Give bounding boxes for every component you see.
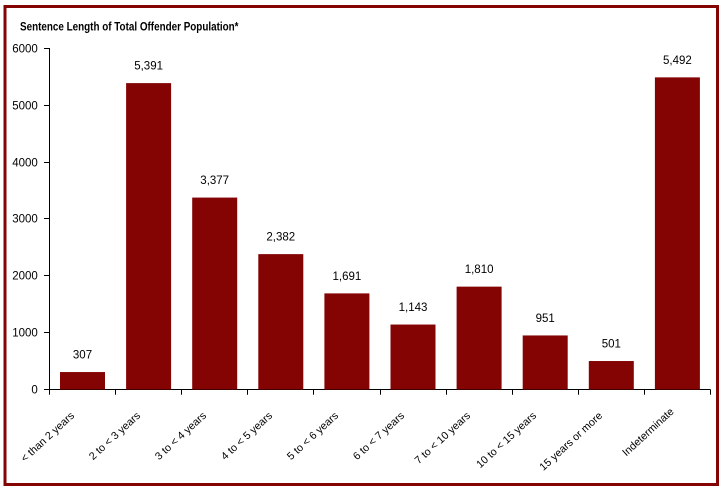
svg-text:1,143: 1,143 <box>399 302 428 314</box>
svg-text:3000: 3000 <box>12 214 38 226</box>
svg-text:951: 951 <box>536 313 555 325</box>
svg-text:501: 501 <box>602 339 621 351</box>
svg-text:Sentence Length of Total Offen: Sentence Length of Total Offender Popula… <box>20 20 239 33</box>
svg-text:1,810: 1,810 <box>465 264 494 276</box>
svg-text:307: 307 <box>73 350 92 362</box>
svg-text:4000: 4000 <box>12 158 38 170</box>
svg-text:5,492: 5,492 <box>663 55 692 67</box>
svg-text:2,382: 2,382 <box>266 232 295 244</box>
svg-text:5000: 5000 <box>12 101 38 113</box>
svg-text:6000: 6000 <box>12 44 38 56</box>
svg-text:3,377: 3,377 <box>200 175 229 187</box>
svg-text:5,391: 5,391 <box>134 61 163 73</box>
svg-text:1,691: 1,691 <box>333 271 362 283</box>
svg-text:2000: 2000 <box>12 271 38 283</box>
svg-text:1000: 1000 <box>12 328 38 340</box>
svg-text:0: 0 <box>31 385 37 397</box>
